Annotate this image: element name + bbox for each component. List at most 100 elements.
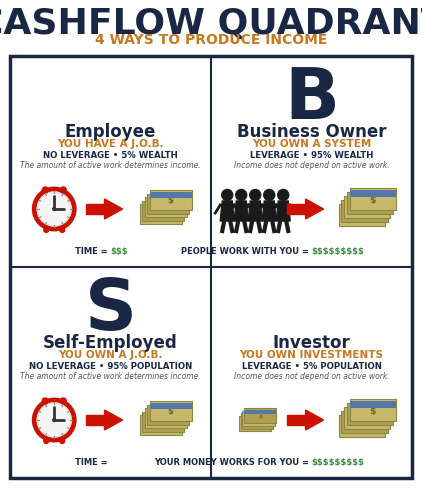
Circle shape bbox=[250, 190, 261, 201]
Text: YOU OWN A SYSTEM: YOU OWN A SYSTEM bbox=[252, 139, 371, 149]
Bar bbox=[347, 193, 393, 215]
Circle shape bbox=[264, 190, 275, 201]
Bar bbox=[145, 408, 187, 428]
Circle shape bbox=[60, 187, 66, 194]
Text: $: $ bbox=[370, 195, 376, 204]
Polygon shape bbox=[105, 200, 122, 220]
Circle shape bbox=[60, 228, 65, 233]
Text: $: $ bbox=[361, 417, 368, 427]
Text: 4 WAYS TO PRODUCE INCOME: 4 WAYS TO PRODUCE INCOME bbox=[95, 33, 327, 47]
Text: S: S bbox=[84, 275, 137, 345]
Polygon shape bbox=[262, 202, 276, 222]
Text: PEOPLE WORK WITH YOU =: PEOPLE WORK WITH YOU = bbox=[181, 247, 311, 256]
Bar bbox=[244, 408, 276, 424]
Text: $: $ bbox=[367, 409, 373, 419]
Text: YOUR MONEY WORKS FOR YOU =: YOUR MONEY WORKS FOR YOU = bbox=[154, 458, 311, 467]
Bar bbox=[150, 401, 192, 421]
Bar bbox=[241, 413, 273, 428]
Circle shape bbox=[53, 208, 56, 211]
Text: Employee: Employee bbox=[65, 123, 156, 141]
Circle shape bbox=[34, 190, 74, 229]
Polygon shape bbox=[306, 200, 324, 220]
Text: LEVERAGE • 95% WEALTH: LEVERAGE • 95% WEALTH bbox=[250, 151, 373, 160]
Text: $: $ bbox=[158, 210, 164, 219]
Bar bbox=[350, 189, 396, 211]
Text: $: $ bbox=[364, 413, 371, 423]
Text: $: $ bbox=[160, 206, 166, 216]
Bar bbox=[150, 403, 192, 409]
Polygon shape bbox=[220, 202, 234, 222]
Text: The amount of active work determines income.: The amount of active work determines inc… bbox=[20, 371, 201, 380]
Text: $: $ bbox=[165, 200, 171, 208]
Text: Income does not depend on active work.: Income does not depend on active work. bbox=[234, 161, 390, 170]
FancyBboxPatch shape bbox=[10, 57, 412, 478]
Bar bbox=[150, 191, 192, 210]
Text: The amount of active work determines income.: The amount of active work determines inc… bbox=[20, 161, 201, 170]
Text: Self-Employed: Self-Employed bbox=[43, 333, 178, 351]
Circle shape bbox=[60, 439, 65, 444]
Bar bbox=[87, 204, 105, 215]
Text: $: $ bbox=[367, 199, 373, 208]
Text: YOU OWN A J.O.B.: YOU OWN A J.O.B. bbox=[58, 349, 163, 359]
Polygon shape bbox=[105, 410, 122, 430]
Text: LEVERAGE • 5% POPULATION: LEVERAGE • 5% POPULATION bbox=[241, 361, 381, 370]
Text: $: $ bbox=[359, 210, 365, 220]
Bar bbox=[147, 405, 189, 425]
Text: $: $ bbox=[168, 407, 174, 416]
Text: TIME =: TIME = bbox=[75, 458, 111, 467]
Text: $: $ bbox=[257, 416, 261, 421]
Bar bbox=[87, 415, 105, 425]
Polygon shape bbox=[276, 202, 290, 222]
Text: $: $ bbox=[364, 203, 371, 212]
Circle shape bbox=[278, 190, 289, 201]
Bar bbox=[350, 399, 396, 421]
Text: $: $ bbox=[370, 406, 376, 415]
Bar bbox=[350, 191, 396, 198]
Circle shape bbox=[34, 400, 74, 440]
Circle shape bbox=[44, 228, 49, 233]
Text: $: $ bbox=[255, 419, 259, 424]
Text: $: $ bbox=[163, 414, 169, 423]
Bar bbox=[341, 200, 387, 222]
Bar bbox=[341, 411, 387, 433]
Polygon shape bbox=[234, 202, 248, 222]
Bar bbox=[350, 402, 396, 408]
Circle shape bbox=[53, 419, 56, 422]
Text: Investor: Investor bbox=[273, 333, 350, 351]
Text: YOU HAVE A J.O.B.: YOU HAVE A J.O.B. bbox=[57, 139, 164, 149]
Text: NO LEVERAGE • 5% WEALTH: NO LEVERAGE • 5% WEALTH bbox=[43, 151, 178, 160]
Text: $$$: $$$ bbox=[111, 247, 128, 256]
Text: $: $ bbox=[253, 421, 257, 426]
Text: $$$$$$$$$: $$$$$$$$$ bbox=[311, 247, 364, 256]
Text: $: $ bbox=[160, 417, 166, 426]
Text: TIME =: TIME = bbox=[75, 247, 111, 256]
Text: $: $ bbox=[158, 421, 164, 429]
Bar bbox=[147, 194, 189, 214]
Bar bbox=[338, 415, 385, 437]
Circle shape bbox=[60, 398, 66, 404]
Text: Business Owner: Business Owner bbox=[237, 123, 386, 141]
Text: $: $ bbox=[163, 203, 169, 212]
Text: $: $ bbox=[168, 196, 174, 205]
Bar bbox=[243, 411, 275, 426]
Bar bbox=[344, 196, 390, 218]
Circle shape bbox=[42, 187, 48, 194]
Bar bbox=[344, 407, 390, 429]
Circle shape bbox=[236, 190, 247, 201]
Circle shape bbox=[222, 190, 233, 201]
Bar bbox=[142, 412, 184, 431]
Circle shape bbox=[42, 398, 48, 404]
Text: $: $ bbox=[361, 207, 368, 216]
Polygon shape bbox=[306, 410, 324, 430]
Text: CASHFLOW QUADRANT: CASHFLOW QUADRANT bbox=[0, 7, 422, 41]
Bar bbox=[150, 193, 192, 199]
Text: NO LEVERAGE • 95% POPULATION: NO LEVERAGE • 95% POPULATION bbox=[29, 361, 192, 370]
Bar bbox=[338, 204, 385, 226]
Text: Income does not depend on active work.: Income does not depend on active work. bbox=[234, 371, 390, 380]
Text: B: B bbox=[284, 65, 339, 134]
Text: YOU OWN INVESTMENTS: YOU OWN INVESTMENTS bbox=[240, 349, 384, 359]
Text: $$$$$$$$$: $$$$$$$$$ bbox=[311, 458, 364, 467]
Bar bbox=[287, 415, 306, 425]
Bar bbox=[142, 201, 184, 221]
Bar bbox=[145, 198, 187, 218]
